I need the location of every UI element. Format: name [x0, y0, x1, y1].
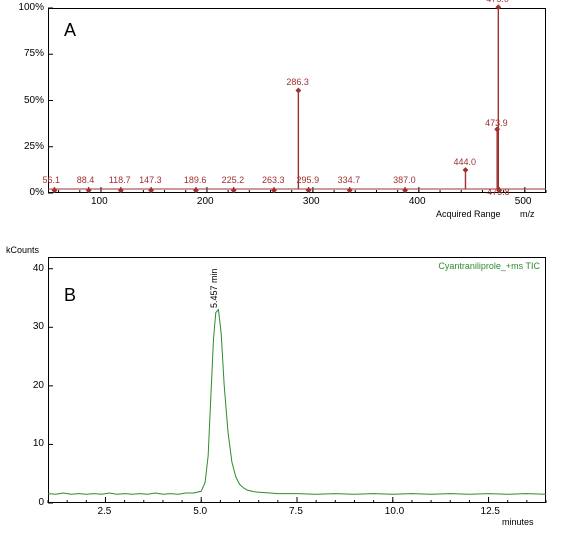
panel-a-xtick: 400 — [409, 196, 426, 207]
panel-b-xtick: 12.5 — [481, 506, 500, 517]
panel-b-ytick: 10 — [33, 438, 44, 449]
panel-b-xtick: 10.0 — [385, 506, 404, 517]
panel-a-ytick: 0% — [30, 187, 44, 198]
panel-b-ytick: 0 — [38, 497, 44, 508]
mass-peak-label: 444.0 — [453, 157, 476, 167]
panel-a-xlabel: m/z — [520, 209, 535, 219]
mass-peak-label: 473.9 — [485, 118, 508, 128]
panel-b-xtick: 7.5 — [289, 506, 303, 517]
panel-b-xtick: 5.0 — [193, 506, 207, 517]
mass-peak-label: 88.4 — [77, 175, 95, 185]
mass-peak-label: 475.8 — [487, 187, 510, 197]
panel-a-xtick: 300 — [303, 196, 320, 207]
panel-b-letter: B — [64, 285, 76, 306]
mass-peak-label: 286.3 — [286, 77, 309, 87]
mass-peak-label: 387.0 — [393, 175, 416, 185]
panel-a-letter: A — [64, 20, 76, 41]
mass-peak-label: 225.2 — [222, 175, 245, 185]
mass-peak-label: 263.3 — [262, 175, 285, 185]
panel-b-legend: Cyantraniliprole_+ms TIC — [438, 261, 540, 271]
panel-b-ylabel: kCounts — [6, 245, 39, 255]
panel-a-ytick: 100% — [18, 2, 44, 13]
panel-b-ytick: 40 — [33, 263, 44, 274]
panel-a-ytick: 25% — [24, 141, 44, 152]
mass-peak-label: 189.6 — [184, 175, 207, 185]
panel-b-xtick: 2.5 — [97, 506, 111, 517]
panel-b-ytick: 30 — [33, 321, 44, 332]
panel-a-acquired-range: Acquired Range — [436, 209, 501, 219]
panel-a-xtick: 200 — [197, 196, 214, 207]
mass-peak-label: 475.0 — [486, 0, 509, 4]
panel-a-xtick: 100 — [91, 196, 108, 207]
mass-peak-label: 334.7 — [338, 175, 361, 185]
panel-b-svg — [48, 257, 546, 503]
panel-b-peak-label: 5.457 min — [209, 268, 219, 308]
panel-a-ytick: 50% — [24, 95, 44, 106]
panel-b-xlabel: minutes — [502, 517, 534, 527]
panel-a-ytick: 75% — [24, 48, 44, 59]
figure-wrap: A 0%25%50%75%100% 100200300400500 m/z Ac… — [0, 0, 564, 536]
mass-peak-label: 147.3 — [139, 175, 162, 185]
panel-b-ytick: 20 — [33, 380, 44, 391]
mass-peak-label: 295.9 — [297, 175, 320, 185]
mass-peak-label: 56.1 — [42, 175, 60, 185]
mass-peak-label: 118.7 — [109, 175, 131, 185]
panel-a-xtick: 500 — [515, 196, 532, 207]
